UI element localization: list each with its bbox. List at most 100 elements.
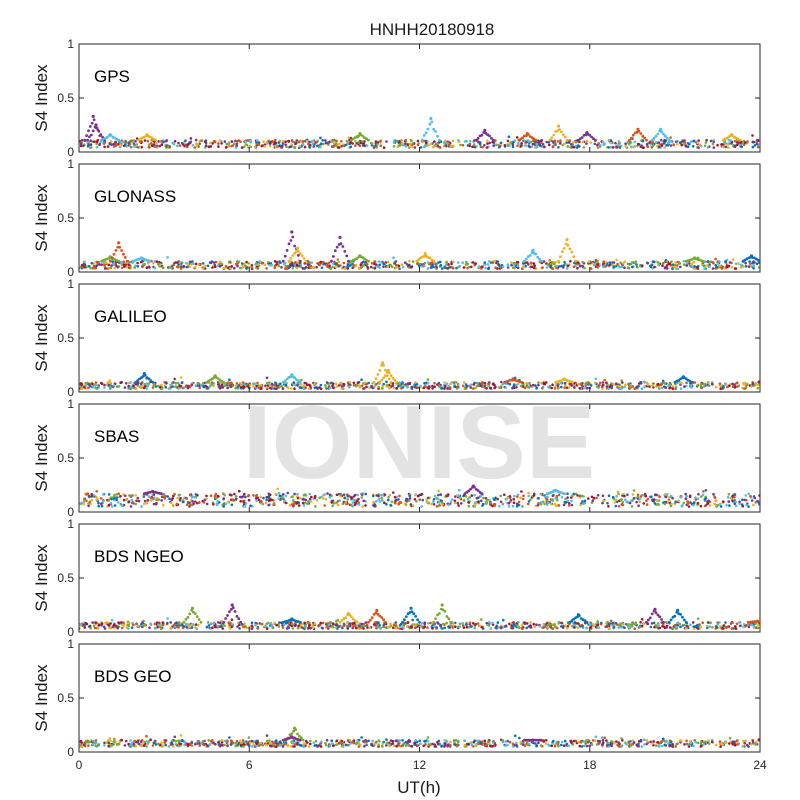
data-point [521, 267, 524, 271]
data-point [583, 266, 586, 270]
data-point [418, 498, 422, 502]
data-point [567, 504, 571, 507]
data-point [90, 492, 93, 496]
data-point [95, 142, 98, 146]
data-point [451, 266, 454, 269]
data-point [439, 493, 443, 496]
data-point [190, 626, 194, 629]
data-point [466, 144, 470, 147]
peak-point [387, 371, 391, 375]
data-point [582, 146, 586, 149]
data-point [214, 265, 217, 269]
data-point [260, 262, 264, 265]
data-point [194, 262, 198, 266]
data-point [293, 146, 297, 149]
data-point [640, 618, 644, 621]
data-point [593, 381, 597, 385]
y-axis-label: S4 Index [32, 424, 51, 492]
data-point [557, 493, 561, 497]
data-point [268, 142, 272, 145]
data-point [272, 498, 275, 502]
data-point [694, 498, 698, 501]
data-point [170, 266, 173, 270]
data-point [467, 501, 471, 504]
data-point [119, 494, 122, 498]
data-point [611, 146, 615, 149]
data-point [96, 146, 99, 149]
data-point [352, 263, 355, 267]
data-point [611, 261, 614, 264]
peak-point [376, 373, 380, 376]
data-point [567, 141, 571, 144]
data-point [526, 385, 529, 389]
data-point [671, 627, 675, 630]
data-point [438, 146, 442, 149]
data-point [435, 626, 438, 629]
data-point [161, 503, 165, 507]
data-point [283, 499, 286, 503]
data-point [679, 141, 682, 144]
data-point [429, 142, 433, 145]
data-point [100, 263, 103, 267]
data-point [378, 263, 382, 267]
data-point [561, 266, 565, 269]
data-point [228, 623, 231, 627]
data-point [354, 144, 357, 147]
data-point [212, 502, 215, 506]
data-point [91, 621, 94, 624]
data-point [706, 621, 710, 624]
data-point [641, 139, 645, 143]
data-point [184, 139, 187, 142]
data-point [715, 625, 718, 629]
data-point [522, 265, 525, 268]
data-point [653, 625, 656, 629]
data-point [741, 505, 744, 508]
data-point [362, 492, 366, 496]
data-point [743, 387, 746, 390]
peak-point [378, 369, 382, 372]
data-point [545, 266, 549, 269]
data-point [397, 384, 400, 388]
data-point [689, 140, 693, 143]
data-point [407, 499, 411, 503]
data-point [371, 494, 375, 498]
data-point [296, 261, 300, 265]
data-point [189, 137, 193, 140]
data-point [619, 387, 623, 391]
data-point [401, 626, 405, 629]
data-points-1 [79, 230, 760, 271]
data-point [437, 489, 440, 493]
data-point [122, 140, 126, 144]
data-point [227, 621, 230, 624]
data-point [557, 386, 560, 390]
data-point [608, 261, 612, 264]
data-point [476, 622, 480, 625]
data-point [309, 500, 313, 503]
data-point [270, 264, 274, 267]
data-point [452, 145, 455, 148]
data-point [704, 489, 708, 492]
peak-point [430, 120, 434, 124]
data-point [465, 263, 469, 266]
data-point [730, 142, 733, 145]
data-point [201, 499, 204, 503]
data-point [313, 622, 317, 626]
data-point [335, 623, 338, 627]
data-point [307, 387, 311, 391]
data-point [284, 494, 288, 498]
data-point [533, 625, 537, 629]
data-point [231, 498, 235, 502]
data-point [339, 492, 342, 496]
data-point [253, 145, 257, 149]
data-point [634, 261, 637, 265]
data-point [162, 140, 165, 144]
data-point [580, 494, 584, 498]
data-point [394, 260, 398, 263]
data-point [173, 492, 176, 496]
data-point [540, 139, 544, 142]
data-point [529, 261, 533, 265]
data-point [483, 384, 487, 387]
data-point [259, 495, 263, 499]
data-point [265, 386, 269, 389]
